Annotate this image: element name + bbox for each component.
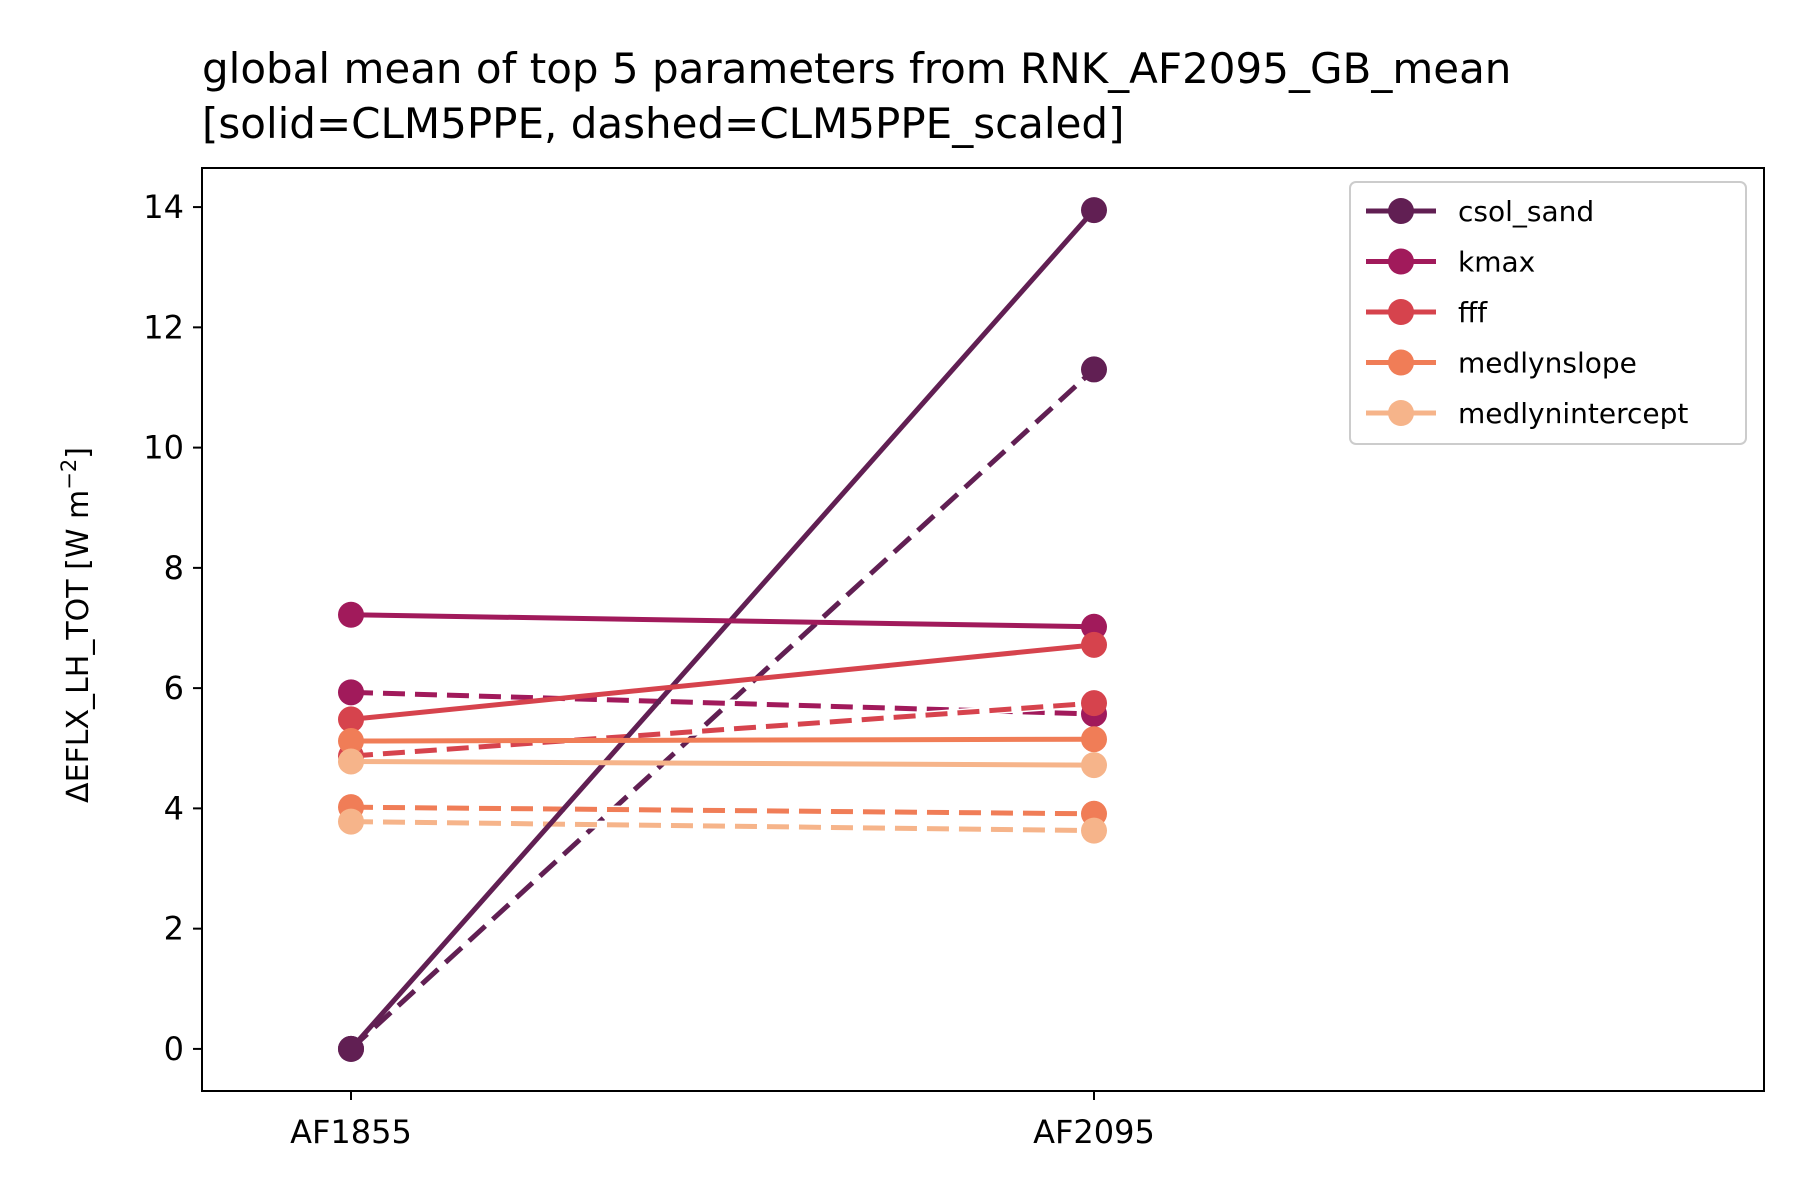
series-kmax-solid-point (338, 601, 364, 628)
x-tick-label: AF1855 (290, 1113, 412, 1151)
y-tick-label: 8 (164, 549, 184, 587)
series-medlynintercept-solid-line (350, 758, 1095, 768)
legend-box (1349, 181, 1747, 445)
legend-swatch-marker (1388, 400, 1414, 426)
y-tick-label: 2 (164, 910, 184, 948)
series-medlynslope-solid-line (350, 736, 1095, 744)
series-csol-sand-dashed-line (349, 367, 1096, 1051)
series-medlynintercept-dashed-point (1081, 817, 1107, 844)
series-kmax-dashed-point (338, 679, 364, 706)
series-medlynslope-dashed-line (350, 804, 1095, 817)
series-csol-sand-dashed-point (338, 1035, 364, 1062)
plot-series (338, 197, 1107, 1062)
series-kmax-solid-point (1081, 613, 1107, 640)
series-fff-dashed-point (1081, 690, 1107, 717)
legend-swatch-marker (1388, 349, 1414, 376)
series-medlynintercept-solid-point (1081, 752, 1107, 779)
series-fff-solid-point (1081, 631, 1107, 658)
series-medlynintercept-dashed-point (338, 808, 364, 835)
y-axis-label: ΔEFLX_LH_TOT [W m−2] (57, 447, 96, 803)
y-axis: 0 2 4 6 8 10 12 14 (143, 188, 202, 1068)
plot-frame (201, 167, 1765, 1092)
legend-label: kmax (1458, 246, 1535, 279)
y-tick-label: 12 (143, 308, 184, 346)
legend-label: medlynslope (1458, 347, 1637, 380)
series-fff-dashed-line (350, 700, 1095, 759)
legend-swatch-marker (1388, 248, 1414, 275)
y-tick-label: 4 (164, 789, 184, 827)
series-medlynslope-solid-point (338, 728, 364, 755)
y-tick-label: 14 (143, 188, 184, 226)
series-medlynintercept-dashed-line (350, 819, 1095, 834)
y-tick-label: 10 (143, 429, 184, 467)
series-csol-sand-solid-point (1081, 197, 1107, 224)
series-csol-sand-dashed-point (1081, 356, 1107, 383)
series-csol-sand-solid-line (349, 208, 1096, 1051)
svg-text:ΔEFLX_LH_TOT [W m−2]: ΔEFLX_LH_TOT [W m−2] (57, 447, 96, 803)
series-kmax-solid-line (350, 612, 1095, 630)
y-axis-label-superscript: −2 (57, 459, 81, 490)
chart-title-line2: [solid=CLM5PPE, dashed=CLM5PPE_scaled] (202, 99, 1124, 148)
legend-label: csol_sand (1458, 195, 1594, 228)
x-axis: AF1855 AF2095 (290, 1091, 1155, 1151)
legend-swatch-marker (1388, 198, 1414, 224)
legend-swatch-marker (1388, 299, 1414, 325)
series-fff-solid-line (350, 642, 1095, 722)
series-medlynslope-solid-point (1081, 726, 1107, 753)
series-medlynintercept-solid-point (338, 748, 364, 775)
y-tick-label: 0 (164, 1030, 184, 1068)
series-fff-solid-point (338, 706, 364, 733)
y-axis-label-end: ] (61, 447, 96, 459)
legend-label: medlynintercept (1458, 397, 1688, 430)
x-tick-label: AF2095 (1033, 1113, 1155, 1151)
legend-label: fff (1458, 296, 1488, 329)
y-axis-label-main: ΔEFLX_LH_TOT [W m (61, 490, 96, 803)
chart-title-line1: global mean of top 5 parameters from RNK… (202, 44, 1511, 93)
y-tick-label: 6 (164, 669, 184, 707)
